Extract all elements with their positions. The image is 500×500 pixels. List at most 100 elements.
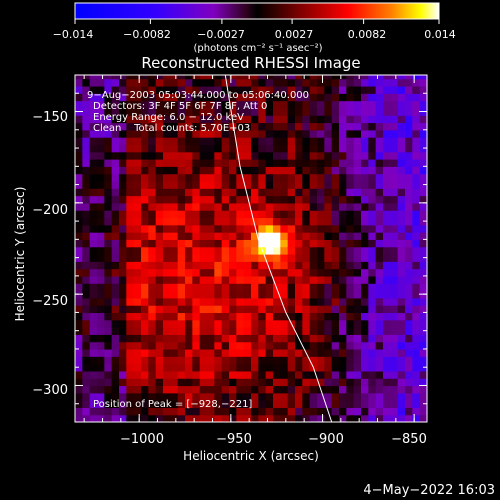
heatmap-cell (265, 107, 274, 116)
heatmap-cell (170, 378, 179, 387)
heatmap-cell (295, 239, 303, 248)
heatmap-cell (192, 319, 201, 328)
heatmap-cell (185, 232, 193, 240)
heatmap-cell (375, 283, 384, 292)
heatmap-cell (295, 85, 303, 94)
heatmap-cell (75, 261, 83, 270)
heatmap-cell (405, 173, 413, 182)
heatmap-cell (258, 407, 267, 416)
heatmap-cell (383, 290, 391, 299)
heatmap-cell (265, 180, 274, 189)
heatmap-cell (155, 400, 164, 408)
heatmap-cell (368, 356, 377, 365)
heatmap-cell (309, 297, 318, 306)
heatmap-cell (324, 239, 333, 248)
heatmap-cell (133, 253, 142, 262)
heatmap-cell (229, 224, 237, 233)
heatmap-cell (419, 224, 427, 233)
heatmap-cell (82, 75, 91, 80)
heatmap-cell (361, 100, 369, 109)
heatmap-cell (82, 202, 91, 211)
heatmap-cell (177, 356, 186, 365)
heatmap-cell (192, 253, 201, 262)
heatmap-cell (287, 297, 296, 306)
heatmap-cell (280, 356, 289, 365)
heatmap-cell (331, 78, 340, 87)
heatmap-cell (75, 392, 83, 401)
heatmap-cell (368, 348, 377, 357)
heatmap-cell (89, 151, 98, 160)
heatmap-cell (148, 180, 157, 189)
heatmap-cell (251, 217, 259, 226)
heatmap-cell (185, 137, 193, 145)
heatmap-cell (104, 290, 113, 299)
heatmap-cell (361, 290, 369, 299)
heatmap-cell (221, 356, 230, 365)
heatmap-cell (185, 85, 193, 94)
heatmap-cell (155, 312, 164, 321)
heatmap-cell (75, 305, 83, 314)
heatmap-cell (375, 137, 384, 145)
heatmap-cell (155, 137, 164, 145)
heatmap-cell (251, 232, 259, 240)
heatmap-cell (133, 356, 142, 365)
heatmap-cell (383, 93, 391, 102)
heatmap-cell (287, 407, 296, 416)
heatmap-cell (141, 232, 149, 240)
heatmap-cell (331, 246, 340, 255)
heatmap-cell (199, 378, 208, 387)
heatmap-cell (199, 85, 208, 94)
heatmap-cell (207, 188, 215, 197)
heatmap-cell (397, 85, 406, 94)
heatmap-cell (97, 85, 105, 94)
heatmap-cell (265, 297, 274, 306)
heatmap-cell (104, 239, 113, 248)
heatmap-cell (177, 166, 186, 175)
heatmap-cell (331, 378, 340, 387)
heatmap-cell (412, 414, 421, 422)
heatmap-cell (185, 305, 193, 314)
heatmap-cell (397, 202, 406, 211)
heatmap-cell (273, 180, 281, 189)
heatmap-cell (368, 385, 377, 394)
heatmap-cell (185, 414, 193, 422)
heatmap-cell (258, 348, 267, 357)
heatmap-cell (82, 144, 91, 153)
heatmap-cell (141, 85, 149, 94)
heatmap-cell (280, 348, 289, 357)
heatmap-cell (346, 407, 355, 416)
heatmap-cell (141, 122, 149, 131)
heatmap-cell (104, 173, 113, 182)
heatmap-cell (126, 327, 135, 335)
colorbar-tick-0: −0.014 (53, 28, 94, 41)
heatmap-cell (412, 100, 421, 109)
heatmap-cell (111, 122, 120, 131)
heatmap-cell (236, 348, 245, 357)
heatmap-cell (353, 159, 362, 167)
heatmap-cell (361, 151, 369, 160)
heatmap-cell (104, 312, 113, 321)
heatmap-cell (397, 195, 406, 204)
heatmap-cell (177, 297, 186, 306)
heatmap-cell (243, 370, 252, 379)
heatmap-cell (199, 341, 208, 350)
heatmap-cell (89, 202, 98, 211)
heatmap-cell (412, 378, 421, 387)
heatmap-cell (192, 188, 201, 197)
heatmap-cell (419, 283, 427, 292)
heatmap-cell (324, 75, 333, 80)
heatmap-cell (97, 253, 105, 262)
heatmap-cell (265, 217, 274, 226)
heatmap-cell (339, 392, 347, 401)
heatmap-cell (133, 370, 142, 379)
heatmap-cell (273, 195, 281, 204)
heatmap-cell (229, 400, 237, 408)
heatmap-cell (221, 275, 230, 284)
heatmap-cell (75, 115, 83, 124)
heatmap-cell (155, 414, 164, 422)
heatmap-cell (280, 327, 289, 335)
heatmap-cell (229, 341, 237, 350)
heatmap-cell (236, 400, 245, 408)
heatmap-cell (229, 261, 237, 270)
heatmap-cell (243, 137, 252, 145)
